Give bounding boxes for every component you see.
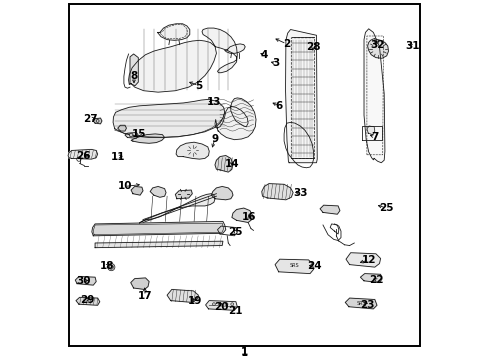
Polygon shape: [345, 298, 376, 309]
Polygon shape: [130, 54, 138, 86]
Polygon shape: [320, 205, 339, 214]
Text: 18: 18: [100, 261, 114, 271]
Polygon shape: [367, 39, 387, 58]
Text: 16: 16: [242, 212, 256, 222]
Circle shape: [212, 303, 215, 306]
Circle shape: [230, 303, 233, 306]
Text: 15: 15: [132, 129, 146, 139]
Polygon shape: [224, 44, 244, 53]
Polygon shape: [205, 301, 237, 310]
Text: 6: 6: [275, 101, 282, 111]
Text: SRS: SRS: [289, 263, 299, 268]
Polygon shape: [93, 223, 223, 235]
Polygon shape: [231, 208, 252, 222]
Text: 10: 10: [117, 181, 132, 192]
Polygon shape: [215, 156, 232, 172]
Text: 21: 21: [228, 306, 243, 316]
Polygon shape: [113, 99, 224, 138]
Text: 25: 25: [379, 203, 393, 213]
Polygon shape: [167, 289, 198, 302]
Polygon shape: [139, 194, 215, 223]
Polygon shape: [366, 126, 374, 135]
Text: 31: 31: [405, 41, 419, 51]
Polygon shape: [76, 297, 100, 305]
Text: 32: 32: [370, 40, 384, 50]
Polygon shape: [363, 29, 384, 163]
Text: 13: 13: [206, 97, 221, 107]
Text: 33: 33: [293, 188, 307, 198]
Text: 20: 20: [214, 302, 228, 312]
Polygon shape: [93, 118, 102, 124]
Text: 5: 5: [195, 81, 202, 91]
Text: 30: 30: [76, 276, 91, 286]
Text: 11: 11: [110, 152, 125, 162]
Polygon shape: [215, 98, 256, 140]
Text: 4: 4: [260, 50, 267, 60]
Polygon shape: [131, 134, 164, 143]
Polygon shape: [261, 184, 292, 200]
Polygon shape: [130, 278, 149, 289]
Circle shape: [224, 303, 227, 306]
Text: 7: 7: [370, 132, 378, 142]
Polygon shape: [175, 190, 192, 199]
Text: 14: 14: [225, 159, 240, 169]
Text: 9: 9: [211, 134, 218, 144]
Circle shape: [218, 303, 221, 306]
Polygon shape: [131, 186, 142, 195]
Polygon shape: [68, 149, 98, 159]
Polygon shape: [360, 274, 381, 283]
Text: 26: 26: [76, 150, 91, 161]
Circle shape: [107, 264, 115, 271]
Polygon shape: [157, 24, 189, 40]
Text: 19: 19: [187, 296, 202, 306]
Polygon shape: [211, 186, 232, 200]
Text: 28: 28: [305, 42, 320, 52]
Text: 24: 24: [306, 261, 321, 271]
Polygon shape: [128, 28, 237, 92]
Polygon shape: [176, 142, 209, 159]
Text: 1: 1: [240, 346, 248, 359]
Polygon shape: [275, 259, 313, 274]
Polygon shape: [150, 186, 166, 197]
Text: 1: 1: [241, 347, 247, 357]
Text: 12: 12: [361, 255, 375, 265]
Polygon shape: [125, 132, 138, 138]
Polygon shape: [346, 253, 380, 267]
Text: 22: 22: [368, 275, 383, 285]
Text: 27: 27: [83, 114, 98, 124]
Polygon shape: [92, 221, 225, 236]
Polygon shape: [75, 276, 96, 285]
Text: 25: 25: [228, 227, 243, 237]
Text: SRS: SRS: [356, 301, 366, 306]
Polygon shape: [118, 125, 126, 131]
Text: 2: 2: [283, 39, 290, 49]
Circle shape: [129, 133, 133, 137]
Polygon shape: [285, 30, 317, 163]
Text: 23: 23: [359, 300, 373, 310]
Text: 17: 17: [138, 291, 152, 301]
Polygon shape: [95, 241, 223, 248]
Text: 8: 8: [130, 71, 137, 81]
Text: 29: 29: [80, 294, 95, 305]
Text: 3: 3: [272, 58, 279, 68]
